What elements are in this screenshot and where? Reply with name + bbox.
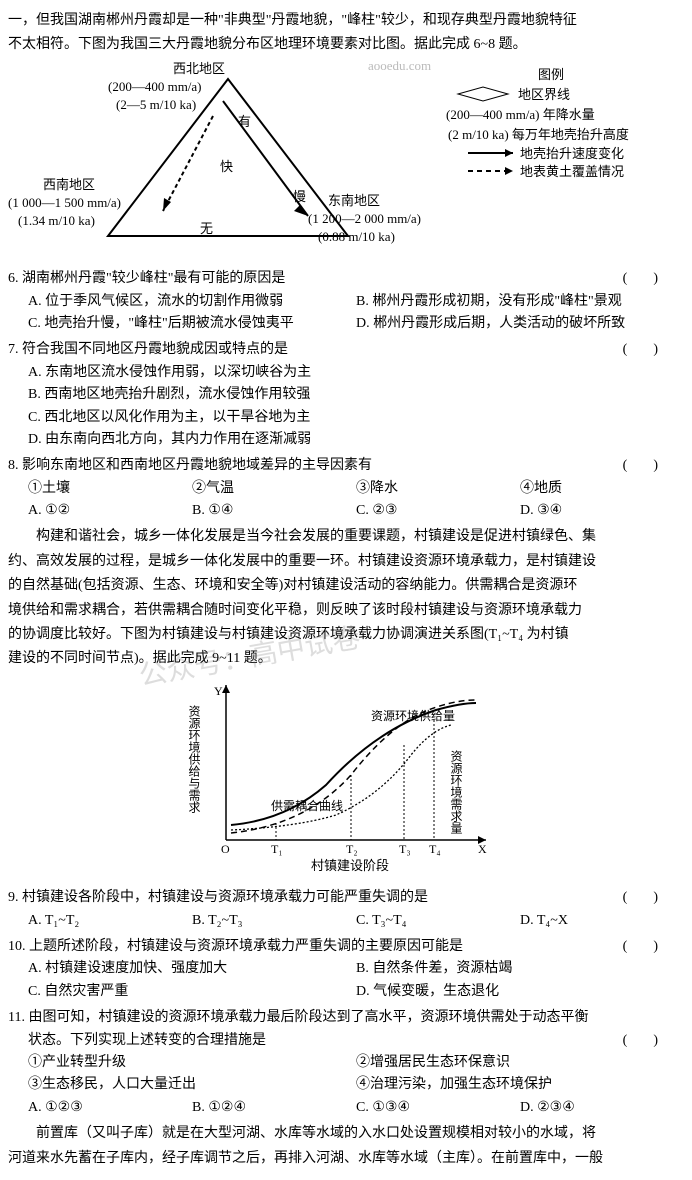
tri-top-region: 西北地区 xyxy=(173,61,225,76)
q8-c3: ③降水 xyxy=(356,478,520,500)
q6-C: C. 地壳抬升慢，"峰柱"后期被流水侵蚀夷平 xyxy=(28,313,356,335)
q8: 8. 影响东南地区和西南地区丹霞地貌地域差异的主导因素有( ) ①土壤 ②气温 … xyxy=(8,455,684,522)
q11-c4: ④治理污染，加强生态环境保护 xyxy=(356,1074,684,1096)
para2-l4: 境供给和需求耦合，若供需耦合随时间变化平稳，则反映了该时段村镇建设与资源环境承载… xyxy=(8,600,684,622)
q11-c2: ②增强居民生态环保意识 xyxy=(356,1052,684,1074)
triangle-svg: 有 快 慢 无 西北地区 (200—400 mm/a) (2—5 m/10 ka… xyxy=(8,61,684,256)
q7: 7. 符合我国不同地区丹霞地貌成因或特点的是 ( ) A. 东南地区流水侵蚀作用弱… xyxy=(8,339,684,451)
q6-A: A. 位于季风气候区，流水的切割作用微弱 xyxy=(28,291,356,313)
chart2-x0: O xyxy=(221,842,230,856)
q8-C: C. ②③ xyxy=(356,500,520,522)
label-man: 慢 xyxy=(293,189,306,204)
tri-top-rate: (2—5 m/10 ka) xyxy=(116,97,196,112)
chart2-y: Y xyxy=(214,684,223,698)
q6-blank: ( ) xyxy=(623,268,664,290)
q6-D: D. 郴州丹霞形成后期，人类活动的破坏所致 xyxy=(356,313,684,335)
q10-C: C. 自然灾害严重 xyxy=(28,981,356,1003)
chart2-x4: T₄ xyxy=(429,842,441,856)
q8-blank: ( ) xyxy=(623,455,664,477)
q11-blank: ( ) xyxy=(623,1030,664,1052)
q7-A: A. 东南地区流水侵蚀作用弱，以深切峡谷为主 xyxy=(28,362,684,384)
legend-uplift: 地壳抬升速度变化 xyxy=(520,146,624,161)
para2-l6: 建设的不同时间节点)。据此完成 9~11 题。 xyxy=(8,648,684,670)
q8-D: D. ③④ xyxy=(520,500,684,522)
q11-c1: ①产业转型升级 xyxy=(28,1052,356,1074)
q8-c4: ④地质 xyxy=(520,478,684,500)
q10-blank: ( ) xyxy=(623,936,664,958)
q7-C: C. 西北地区以风化作用为主，以干旱谷地为主 xyxy=(28,407,684,429)
chart2-xlabel: 村镇建设阶段 xyxy=(311,858,389,873)
tri-left-region: 西南地区 xyxy=(43,177,95,192)
para2-l2: 约、高效发展的过程，是城乡一体化发展中的重要一环。村镇建设资源环境承载力，是村镇… xyxy=(8,551,684,573)
tri-left-precip: (1 000—1 500 mm/a) xyxy=(8,195,121,210)
q11-c3: ③生态移民，人口大量迁出 xyxy=(28,1074,356,1096)
chart2-ylabel: 资源环境供给与需求 xyxy=(187,704,201,812)
q9-C: C. T₃~T₄ xyxy=(356,910,520,932)
q7-D: D. 由东南向西北方向，其内力作用在逐渐减弱 xyxy=(28,429,684,451)
label-you: 有 xyxy=(238,114,251,129)
q11-C: C. ①③④ xyxy=(356,1097,520,1119)
chart2-x1: T₁ xyxy=(271,842,283,856)
para3-l2: 河道来水先蓄在子库内，经子库调节之后，再排入河湖、水库等水域（主库）。在前置库中… xyxy=(8,1148,684,1170)
chart2-x5: X xyxy=(478,842,487,856)
chart2-demand: 资源环境需求量 xyxy=(449,749,463,833)
intro-line1: 一，但我国湖南郴州丹霞却是一种"非典型"丹霞地貌，"峰柱"较少，和现存典型丹霞地… xyxy=(8,10,684,32)
triangle-figure: aooedu.com 有 快 慢 无 西北地区 (200—400 mm/a) (… xyxy=(8,61,684,264)
q11-stem2: 状态。下列实现上述转变的合理措施是 xyxy=(28,1033,266,1048)
q9-D: D. T₄~X xyxy=(520,910,684,932)
q11-stem1: 11. 由图可知，村镇建设的资源环境承载力最后阶段达到了高水平，资源环境供需处于… xyxy=(8,1007,684,1029)
q9-stem: 9. 村镇建设各阶段中，村镇建设与资源环境承载力可能严重失调的是 xyxy=(8,890,428,905)
chart2-figure: Y 资源环境供给与需求 资源环境供给量 资源环境需求量 供需耦合曲线 O T₁ … xyxy=(8,675,684,883)
q9: 9. 村镇建设各阶段中，村镇建设与资源环境承载力可能严重失调的是 ( ) A. T… xyxy=(8,887,684,932)
q11-D: D. ②③④ xyxy=(520,1097,684,1119)
para3-l1: 前置库（又叫子库）就是在大型河湖、水库等水域的入水口处设置规模相对较小的水域，将 xyxy=(8,1123,684,1145)
chart2-couple: 供需耦合曲线 xyxy=(271,798,343,813)
para2-l1: 构建和谐社会，城乡一体化发展是当今社会发展的重要课题，村镇建设是促进村镇绿色、集 xyxy=(8,526,684,548)
legend-border: 地区界线 xyxy=(518,87,570,102)
legend-title: 图例 xyxy=(538,67,564,82)
tri-top-precip: (200—400 mm/a) xyxy=(108,79,202,94)
para2-l5: 的协调度比较好。下图为村镇建设与村镇建设资源环境承载力协调演进关系图(T₁~T₄… xyxy=(8,624,684,646)
legend-rate: (2 m/10 ka) 每万年地壳抬升高度 xyxy=(448,127,629,142)
q10-A: A. 村镇建设速度加快、强度加大 xyxy=(28,958,356,980)
q11: 11. 由图可知，村镇建设的资源环境承载力最后阶段达到了高水平，资源环境供需处于… xyxy=(8,1007,684,1119)
chart2-supply: 资源环境供给量 xyxy=(371,708,455,723)
q10-D: D. 气候变暖，生态退化 xyxy=(356,981,684,1003)
legend-precip: (200—400 mm/a) 年降水量 xyxy=(446,107,595,122)
label-wu: 无 xyxy=(200,221,213,236)
q10-B: B. 自然条件差，资源枯竭 xyxy=(356,958,684,980)
q8-B: B. ①④ xyxy=(192,500,356,522)
tri-left-rate: (1.34 m/10 ka) xyxy=(18,213,95,228)
q6-stem: 6. 湖南郴州丹霞"较少峰柱"最有可能的原因是 xyxy=(8,271,285,286)
q9-A: A. T₁~T₂ xyxy=(28,910,192,932)
q6: 6. 湖南郴州丹霞"较少峰柱"最有可能的原因是 ( ) A. 位于季风气候区，流水… xyxy=(8,268,684,335)
tri-right-rate: (0.88 m/10 ka) xyxy=(318,229,395,244)
q10-stem: 10. 上题所述阶段，村镇建设与资源环境承载力严重失调的主要原因可能是 xyxy=(8,939,463,954)
intro-line2: 不太相符。下图为我国三大丹霞地貌分布区地理环境要素对比图。据此完成 6~8 题。 xyxy=(8,34,684,56)
q7-B: B. 西南地区地壳抬升剧烈，流水侵蚀作用较强 xyxy=(28,384,684,406)
q11-B: B. ①②④ xyxy=(192,1097,356,1119)
q7-blank: ( ) xyxy=(623,339,664,361)
q10: 10. 上题所述阶段，村镇建设与资源环境承载力严重失调的主要原因可能是 ( ) A… xyxy=(8,936,684,1003)
para2-l3: 的自然基础(包括资源、生态、环境和安全等)对村镇建设活动的容纳能力。供需耦合是资… xyxy=(8,575,684,597)
chart2-x3: T₃ xyxy=(399,842,411,856)
q7-stem: 7. 符合我国不同地区丹霞地貌成因或特点的是 xyxy=(8,342,288,357)
q9-blank: ( ) xyxy=(623,887,664,909)
q11-A: A. ①②③ xyxy=(28,1097,192,1119)
q8-c2: ②气温 xyxy=(192,478,356,500)
q6-B: B. 郴州丹霞形成初期，没有形成"峰柱"景观 xyxy=(356,291,684,313)
tri-right-precip: (1 200—2 000 mm/a) xyxy=(308,211,421,226)
q8-A: A. ①② xyxy=(28,500,192,522)
q8-stem: 8. 影响东南地区和西南地区丹霞地貌地域差异的主导因素有 xyxy=(8,458,372,473)
chart2-x2: T₂ xyxy=(346,842,358,856)
chart2-svg: Y 资源环境供给与需求 资源环境供给量 资源环境需求量 供需耦合曲线 O T₁ … xyxy=(176,675,516,875)
legend-loess: 地表黄土覆盖情况 xyxy=(520,164,624,179)
q8-c1: ①土壤 xyxy=(28,478,192,500)
tri-right-region: 东南地区 xyxy=(328,193,380,208)
q9-B: B. T₂~T₃ xyxy=(192,910,356,932)
label-kuai: 快 xyxy=(220,159,233,174)
